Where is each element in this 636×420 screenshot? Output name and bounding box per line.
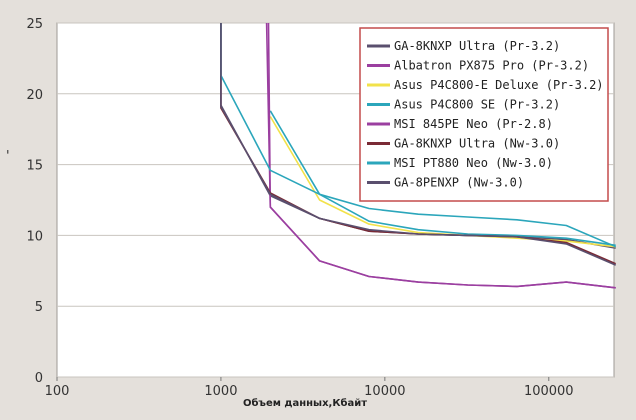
y-tick-label: 15 [26, 159, 43, 174]
x-tick-label: 100 [45, 384, 70, 399]
y-tick-label: 0 [35, 371, 43, 386]
x-axis: 100 1000 10000 100000 [45, 377, 574, 399]
x-tick-label: 1000 [204, 384, 237, 399]
legend-label-8: GA-8PENXP (Nw-3.0) [394, 176, 524, 190]
y-tick-label: 20 [26, 88, 43, 103]
y-tick-label: 25 [26, 17, 43, 32]
legend-label-7: MSI PT880 Neo (Nw-3.0) [394, 156, 553, 170]
legend-label-2: Albatron PX875 Pro (Pr-3.2) [394, 59, 589, 73]
legend-label-3: Asus P4C800-E Deluxe (Pr-3.2) [394, 78, 604, 92]
series-line-8 [220, 23, 617, 266]
y-tick-label: 5 [35, 300, 43, 315]
y-axis: 0 5 10 15 20 25 [26, 17, 43, 386]
series-line-4 [269, 110, 616, 247]
legend-label-6: GA-8KNXP Ultra (Nw-3.0) [394, 137, 560, 151]
gridlines [57, 22, 614, 378]
y-tick-label: 10 [26, 229, 43, 244]
legend-box [359, 27, 609, 202]
series-lines [220, 22, 617, 289]
x-tick-label: 100000 [524, 384, 574, 399]
legend-label-4: Asus P4C800 SE (Pr-3.2) [394, 98, 560, 112]
series-line-7 [220, 23, 617, 248]
legend-label-5: MSI 845PE Neo (Pr-2.8) [394, 117, 553, 131]
x-tick-label: 10000 [364, 384, 405, 399]
series-line-5 [267, 22, 616, 289]
legend: GA-8KNXP Ultra (Pr-3.2) Albatron PX875 Pr… [359, 27, 609, 202]
y-axis-label: ' [6, 149, 10, 164]
legend-label-1: GA-8KNXP Ultra (Pr-3.2) [394, 39, 560, 53]
x-axis-label: Объем данных,Кбайт [243, 397, 367, 409]
